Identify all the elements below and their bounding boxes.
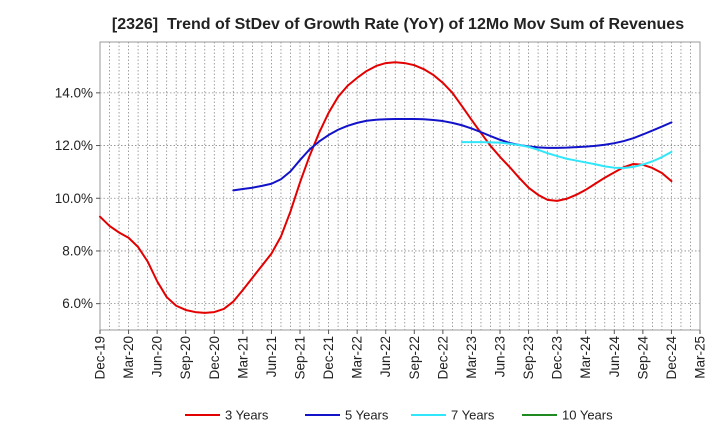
- x-tick-label: Jun-21: [264, 336, 279, 377]
- x-tick-label: Jun-24: [607, 336, 622, 378]
- x-tick-label: Mar-24: [578, 336, 593, 379]
- series-line-3-years: [99, 61, 673, 314]
- x-tick-label: Mar-21: [235, 336, 250, 379]
- legend-item: 10 Years: [522, 408, 613, 423]
- legend-label: 10 Years: [562, 408, 613, 423]
- x-tick-label: Jun-22: [378, 336, 393, 377]
- chart-title: [2326] Trend of StDev of Growth Rate (Yo…: [112, 16, 684, 33]
- x-tick-label: Sep-21: [293, 336, 308, 380]
- legend-item: 3 Years: [185, 408, 269, 423]
- legend-label: 3 Years: [225, 408, 269, 423]
- y-axis: 6.0% 8.0% 10.0% 12.0% 14.0%: [55, 85, 100, 311]
- legend: 3 Years 5 Years 7 Years 10 Years: [185, 408, 613, 423]
- x-tick-label: Sep-22: [407, 336, 422, 380]
- y-tick-label: 10.0%: [55, 191, 93, 206]
- x-tick-label: Dec-24: [664, 336, 679, 380]
- x-tick-label: Sep-23: [521, 336, 536, 380]
- gridlines: [100, 42, 700, 330]
- x-tick-label: Dec-22: [435, 336, 450, 380]
- y-tick-label: 8.0%: [62, 243, 93, 258]
- x-tick-label: Dec-19: [93, 336, 108, 380]
- y-tick-label: 12.0%: [55, 138, 93, 153]
- x-tick-label: Sep-20: [178, 336, 193, 380]
- x-tick-label: Mar-25: [693, 336, 708, 379]
- legend-item: 7 Years: [411, 408, 495, 423]
- series-lines: [99, 61, 673, 314]
- x-tick-label: Dec-23: [550, 336, 565, 380]
- legend-label: 5 Years: [345, 408, 389, 423]
- y-tick-label: 14.0%: [55, 85, 93, 100]
- plot-area: [99, 41, 701, 331]
- x-tick-label: Sep-24: [635, 336, 650, 380]
- x-tick-label: Mar-22: [350, 336, 365, 379]
- x-tick-label: Jun-23: [493, 336, 508, 377]
- x-tick-label: Mar-23: [464, 336, 479, 379]
- y-tick-label: 6.0%: [62, 296, 93, 311]
- series-line-5-years: [232, 117, 673, 192]
- x-tick-label: Mar-20: [121, 336, 136, 379]
- legend-item: 5 Years: [305, 408, 389, 423]
- x-axis: Dec-19 Mar-20 Jun-20 Sep-20 Dec-20 Mar-21 Jun-…: [93, 330, 708, 380]
- legend-label: 7 Years: [451, 408, 495, 423]
- x-tick-label: Dec-21: [321, 336, 336, 380]
- x-tick-label: Dec-20: [207, 336, 222, 380]
- x-tick-label: Jun-20: [150, 336, 165, 377]
- series-line-7-years: [460, 141, 673, 169]
